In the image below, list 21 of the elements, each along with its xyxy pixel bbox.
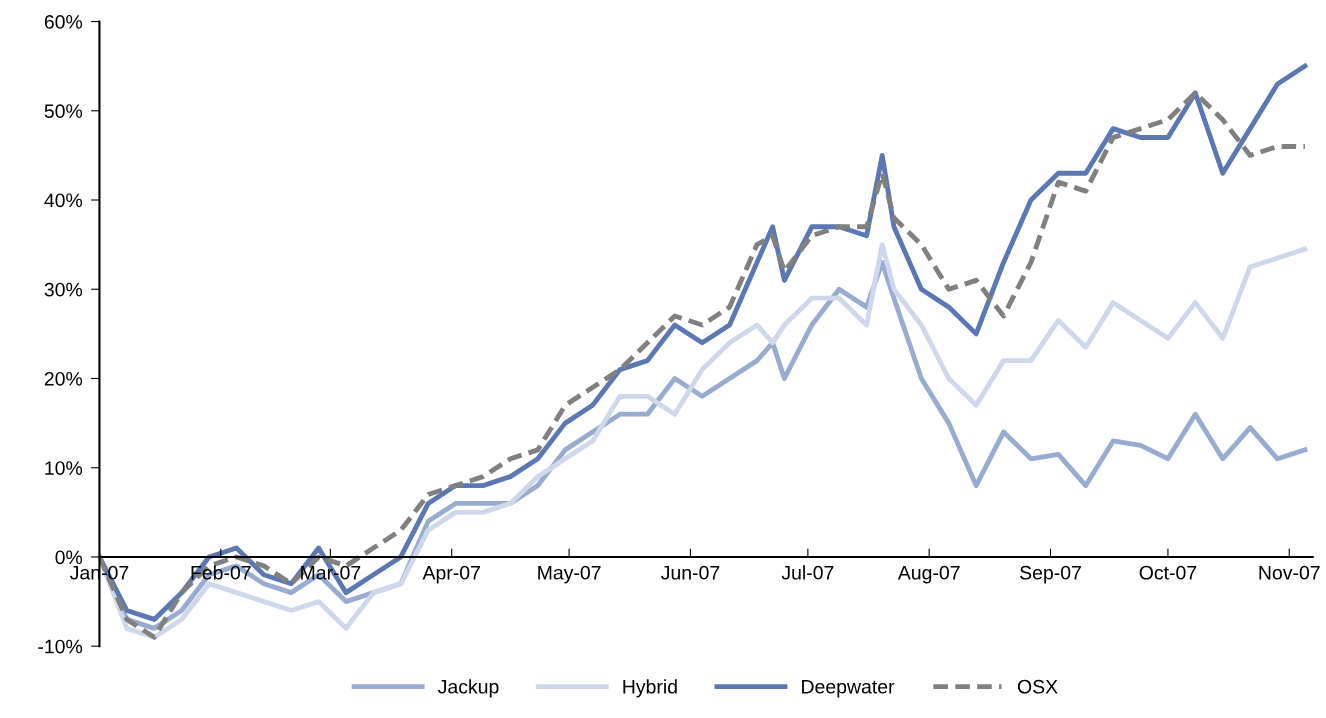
y-tick-label: 20% [44, 371, 83, 386]
y-tick-label: 30% [44, 282, 83, 297]
x-tick-label: Feb-07 [191, 565, 251, 580]
x-tick-label: Nov-07 [1259, 565, 1320, 580]
legend-label: Hybrid [623, 679, 677, 698]
y-tick-label: 40% [44, 193, 83, 208]
y-tick-label: -10% [38, 639, 83, 654]
x-tick-label: Jun-07 [661, 565, 720, 580]
x-tick-label: Sep-07 [1020, 565, 1081, 584]
y-tick-label: 10% [45, 461, 83, 475]
legend-label: Jackup [438, 679, 499, 698]
x-tick-label: Oct-07 [1139, 565, 1197, 580]
x-tick-label: May-07 [538, 565, 601, 584]
legend-label: OSX [1017, 679, 1058, 694]
y-tick-label: 60% [44, 15, 83, 29]
x-tick-label: Apr-07 [422, 565, 480, 584]
y-tick-label: 0% [55, 550, 83, 565]
legend-label: Deepwater [802, 680, 895, 698]
x-tick-label: Jul-07 [781, 565, 834, 580]
y-tick-label: 50% [44, 104, 83, 119]
x-tick-label: Aug-07 [897, 565, 960, 584]
